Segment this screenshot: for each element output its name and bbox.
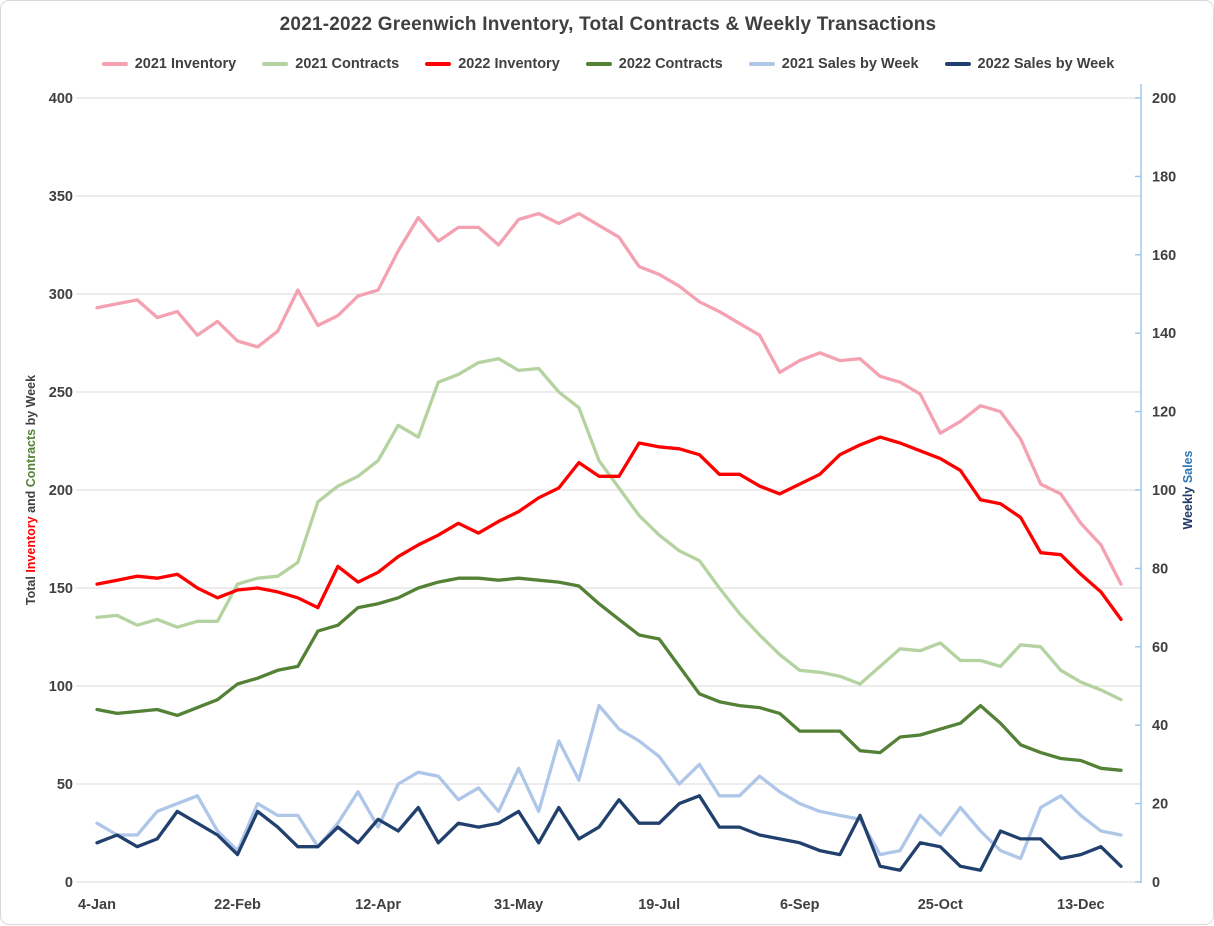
x-axis-tick-label: 25-Oct xyxy=(918,897,963,913)
x-axis-tick-label: 12-Apr xyxy=(355,897,401,913)
right-axis-tick-label: 20 xyxy=(1152,797,1168,813)
left-axis-title: Total Inventory and Contracts by Week xyxy=(24,375,38,605)
right-axis-tick-label: 140 xyxy=(1152,326,1176,342)
legend-line-swatch-icon xyxy=(101,62,128,66)
legend-line-swatch-icon xyxy=(262,62,289,66)
legend-line-swatch-icon xyxy=(425,62,452,66)
legend-item: 2022 Contracts xyxy=(585,56,723,72)
right-axis-tick-label: 80 xyxy=(1152,561,1168,577)
left-axis-tick-label: 300 xyxy=(49,287,73,303)
right-axis-title: Weekly Sales xyxy=(1181,450,1195,529)
legend-label: 2021 Sales by Week xyxy=(781,56,919,72)
x-axis-tick-label: 4-Jan xyxy=(78,897,116,913)
right-axis-tick-label: 180 xyxy=(1152,169,1176,185)
right-axis-tick-label: 120 xyxy=(1152,405,1176,421)
legend-line-swatch-icon xyxy=(585,62,612,66)
series-line-2022-contracts xyxy=(95,576,1123,772)
left-axis-tick-label: 350 xyxy=(49,189,73,205)
series-line-2022-inventory xyxy=(95,435,1123,622)
x-axis-tick-label: 22-Feb xyxy=(214,897,261,913)
left-axis-tick-label: 250 xyxy=(49,385,73,401)
left-axis-tick-label: 0 xyxy=(65,875,73,891)
left-axis-tick-label: 200 xyxy=(49,483,73,499)
right-axis-tick-label: 40 xyxy=(1152,718,1168,734)
legend-label: 2022 Sales by Week xyxy=(977,56,1115,72)
chart-title: 2021-2022 Greenwich Inventory, Total Con… xyxy=(279,14,937,35)
x-axis-tick-label: 6-Sep xyxy=(780,897,820,913)
legend-line-swatch-icon xyxy=(944,62,971,66)
series-line-2021-contracts xyxy=(95,357,1123,702)
right-axis-tick-label: 160 xyxy=(1152,248,1176,264)
legend: 2021 Inventory 2021 Contracts 2022 Invento… xyxy=(1,56,1214,72)
legend-label: 2021 Contracts xyxy=(295,56,400,72)
x-axis-tick-label: 31-May xyxy=(494,897,543,913)
legend-label: 2022 Contracts xyxy=(618,56,723,72)
series-line-2021-sales-by-week xyxy=(95,703,1123,861)
x-axis-tick-label: 19-Jul xyxy=(638,897,680,913)
left-axis-tick-label: 150 xyxy=(49,581,73,597)
series-line-2022-sales-by-week xyxy=(95,794,1123,872)
legend-line-swatch-icon xyxy=(748,62,775,66)
legend-item: 2021 Contracts xyxy=(262,56,399,72)
legend-item: 2021 Sales by Week xyxy=(748,56,919,72)
right-axis-tick-label: 0 xyxy=(1152,875,1160,891)
left-axis-tick-label: 400 xyxy=(49,91,73,107)
x-axis-tick-label: 13-Dec xyxy=(1057,897,1105,913)
legend-label: 2021 Inventory xyxy=(134,56,237,72)
right-axis-tick-label: 200 xyxy=(1152,91,1176,107)
right-axis-tick-label: 100 xyxy=(1152,483,1176,499)
legend-item: 2022 Sales by Week xyxy=(944,56,1115,72)
legend-label: 2022 Inventory xyxy=(458,56,560,72)
right-axis-tick-label: 60 xyxy=(1152,640,1168,656)
legend-item: 2021 Inventory xyxy=(101,56,237,72)
legend-item: 2022 Inventory xyxy=(425,56,560,72)
left-axis-tick-label: 100 xyxy=(49,679,73,695)
left-axis-tick-label: 50 xyxy=(57,777,73,793)
series-line-2021-inventory xyxy=(95,211,1123,586)
